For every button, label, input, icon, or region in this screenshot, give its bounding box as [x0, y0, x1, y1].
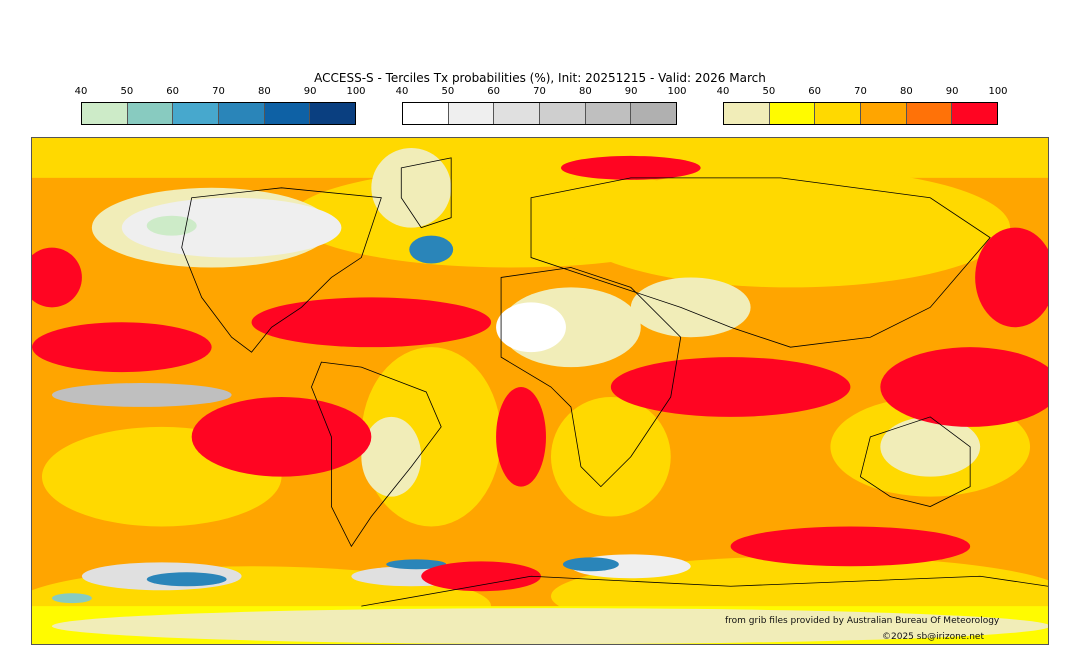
colorbar-tick-label: 100: [988, 86, 1008, 97]
colorbar-above-normal: [723, 102, 998, 125]
colorbar-tick-label: 70: [212, 86, 225, 97]
colorbar-swatch: [540, 103, 586, 124]
colorbar-swatch: [906, 103, 953, 124]
colorbar-tick-label: 100: [667, 86, 687, 97]
colorbar-tick-label: 50: [120, 86, 134, 97]
red-regions: [32, 155, 1048, 592]
colorbar-swatch: [769, 103, 816, 124]
colorbar-tick-label: 40: [74, 86, 88, 97]
colorbar-swatch: [815, 103, 862, 124]
colorbar-tick-label: 70: [854, 86, 867, 97]
colorbar-swatch: [494, 103, 541, 124]
colorbar-swatch: [861, 103, 907, 124]
colorbar-tick-label: 60: [166, 86, 180, 97]
colorbar-swatch: [264, 103, 311, 124]
colorbar-tick-label: 70: [533, 86, 546, 97]
colorbar-swatch: [403, 103, 449, 124]
colorbar-tick-label: 80: [899, 86, 913, 97]
colorbar-swatch: [82, 103, 128, 124]
colorbar-tick-label: 40: [716, 86, 730, 97]
colorbar-tick-label: 90: [624, 86, 638, 97]
colorbar-swatch: [631, 103, 677, 124]
colorbar-below-normal: [81, 102, 356, 125]
colorbar-tick-label: 100: [346, 86, 366, 97]
colorbar-tick-label: 90: [303, 86, 317, 97]
colorbar-tick-label: 50: [762, 86, 776, 97]
colorbar-swatch: [952, 103, 998, 124]
coastlines: [181, 157, 1048, 607]
colorbar-tick-label: 90: [945, 86, 959, 97]
chart-title: ACCESS-S - Terciles Tx probabilities (%)…: [314, 71, 766, 85]
colorbar-near-normal: [402, 102, 677, 125]
colorbar-swatch: [127, 103, 174, 124]
colorbar-swatch: [585, 103, 632, 124]
colorbar-swatch: [310, 103, 356, 124]
colorbar-swatch: [173, 103, 220, 124]
colorbar-tick-label: 60: [487, 86, 501, 97]
below-normal-regions: [51, 215, 619, 604]
colorbar-swatch: [448, 103, 495, 124]
colorbar-tick-label: 80: [578, 86, 592, 97]
copyright-credit: ©2025 sb@irizone.net: [882, 632, 984, 642]
colorbar-tick-label: 40: [395, 86, 409, 97]
colorbar-swatch: [219, 103, 265, 124]
colorbar-tick-label: 80: [257, 86, 271, 97]
world-map-heatmap: [31, 137, 1049, 645]
colorbar-tick-label: 50: [441, 86, 455, 97]
colorbar-tick-label: 60: [808, 86, 822, 97]
colorbar-swatch: [724, 103, 770, 124]
source-credit: from grib files provided by Australian B…: [725, 616, 1000, 626]
